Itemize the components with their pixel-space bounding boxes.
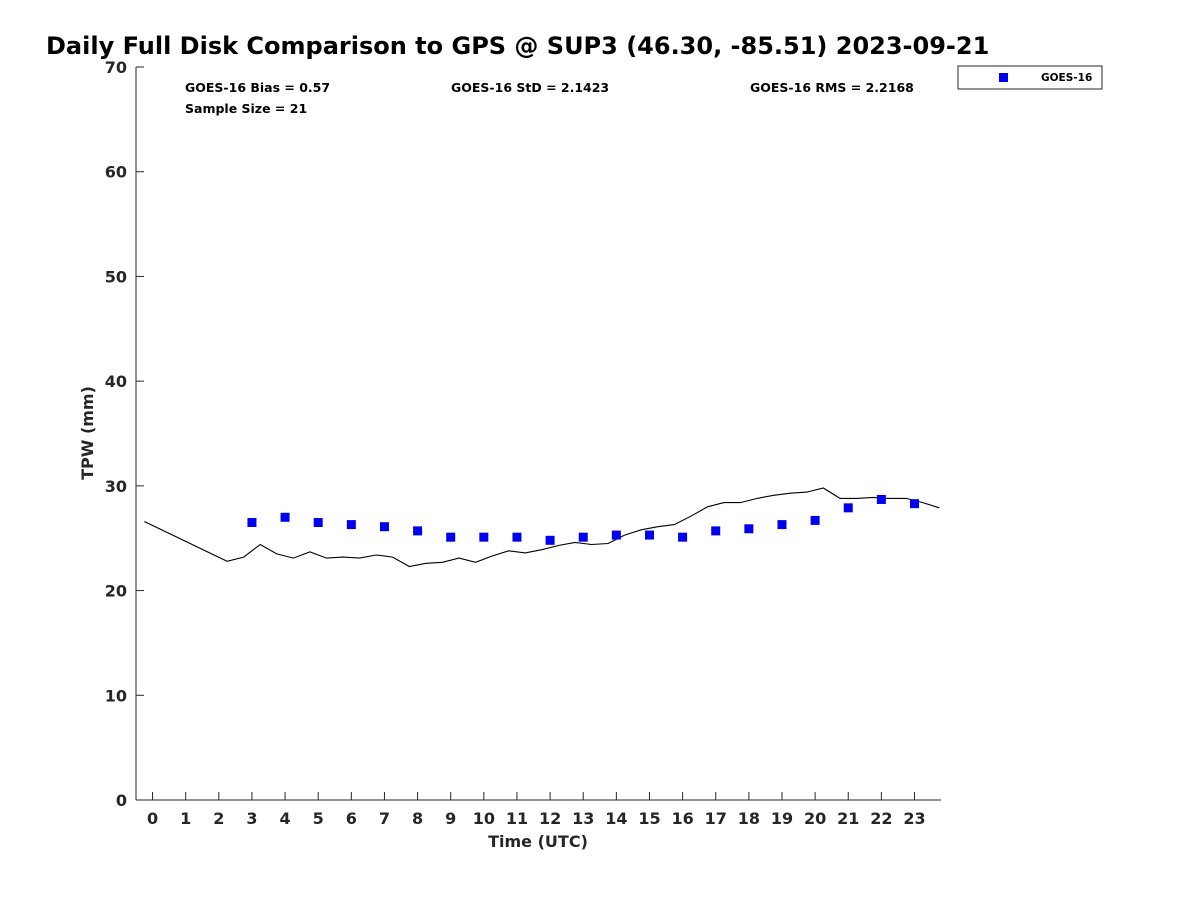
x-tick-label: 7 (379, 809, 390, 828)
gps-line (144, 487, 940, 568)
y-tick-label: 70 (105, 58, 127, 77)
goes16-point (446, 532, 456, 542)
goes16-point (578, 532, 588, 542)
x-tick-label: 0 (147, 809, 158, 828)
sample-size-annotation: Sample Size = 21 (185, 101, 307, 116)
goes16-point (744, 524, 754, 534)
goes16-point (379, 522, 389, 532)
goes16-series (247, 494, 919, 545)
goes16-point (777, 520, 787, 530)
y-tick-label: 30 (105, 477, 127, 496)
bias-annotation: GOES-16 Bias = 0.57 (185, 80, 330, 95)
y-tick-label: 40 (105, 372, 127, 391)
rms-annotation: GOES-16 RMS = 2.2168 (750, 80, 914, 95)
legend: GOES-16 (957, 65, 1103, 90)
x-tick-label: 20 (804, 809, 826, 828)
goes16-point (247, 518, 257, 528)
x-axis-label: Time (UTC) (488, 832, 588, 851)
x-tick-label: 4 (280, 809, 291, 828)
x-tick-label: 13 (572, 809, 594, 828)
axes (135, 67, 941, 801)
x-tick-label: 3 (246, 809, 257, 828)
y-axis-label: TPW (mm) (78, 386, 97, 480)
gps-series (144, 487, 940, 568)
goes16-point (843, 503, 853, 513)
goes16-point (644, 530, 654, 540)
x-tick-label: 12 (539, 809, 561, 828)
chart-title: Daily Full Disk Comparison to GPS @ SUP3… (46, 32, 989, 60)
x-tick-label: 5 (313, 809, 324, 828)
x-tick-label: 22 (870, 809, 892, 828)
y-tick-label: 60 (105, 163, 127, 182)
y-tick-label: 20 (105, 582, 127, 601)
goes16-point (413, 526, 423, 536)
goes16-point (909, 499, 919, 509)
goes16-point (810, 515, 820, 525)
goes16-point (346, 520, 356, 530)
x-tick-label: 15 (638, 809, 660, 828)
goes16-point (678, 532, 688, 542)
x-tick-label: 9 (445, 809, 456, 828)
goes16-point (611, 530, 621, 540)
legend-box (957, 65, 1103, 90)
legend-marker (999, 73, 1008, 82)
legend-label-goes16: GOES-16 (1041, 72, 1092, 84)
x-tick-label: 23 (903, 809, 925, 828)
x-tick-label: 6 (346, 809, 357, 828)
x-tick-label: 11 (506, 809, 528, 828)
x-tick-label: 19 (771, 809, 793, 828)
y-tick-label: 10 (105, 686, 127, 705)
x-tick-label: 18 (738, 809, 760, 828)
y-ticks: 0 10 20 30 40 50 60 70 (105, 58, 144, 810)
x-tick-label: 17 (705, 809, 727, 828)
stats-annotations: GOES-16 Bias = 0.57 GOES-16 StD = 2.1423… (185, 80, 914, 116)
goes16-point (479, 532, 489, 542)
y-tick-label: 0 (116, 791, 127, 810)
x-tick-label: 21 (837, 809, 859, 828)
goes16-point (280, 512, 290, 522)
x-tick-label: 14 (605, 809, 627, 828)
x-tick-label: 10 (473, 809, 495, 828)
goes16-point (545, 535, 555, 545)
x-ticks: 0 1 2 3 4 5 6 7 8 9 10 11 12 13 14 15 16 17 18 19 20 21 22 23 (147, 792, 926, 828)
goes16-point (711, 526, 721, 536)
goes16-point (512, 532, 522, 542)
goes16-point (313, 518, 323, 528)
x-tick-label: 8 (412, 809, 423, 828)
std-annotation: GOES-16 StD = 2.1423 (451, 80, 609, 95)
x-tick-label: 16 (671, 809, 693, 828)
y-tick-label: 50 (105, 267, 127, 286)
goes16-point (876, 494, 886, 504)
x-tick-label: 2 (213, 809, 224, 828)
x-tick-label: 1 (180, 809, 191, 828)
